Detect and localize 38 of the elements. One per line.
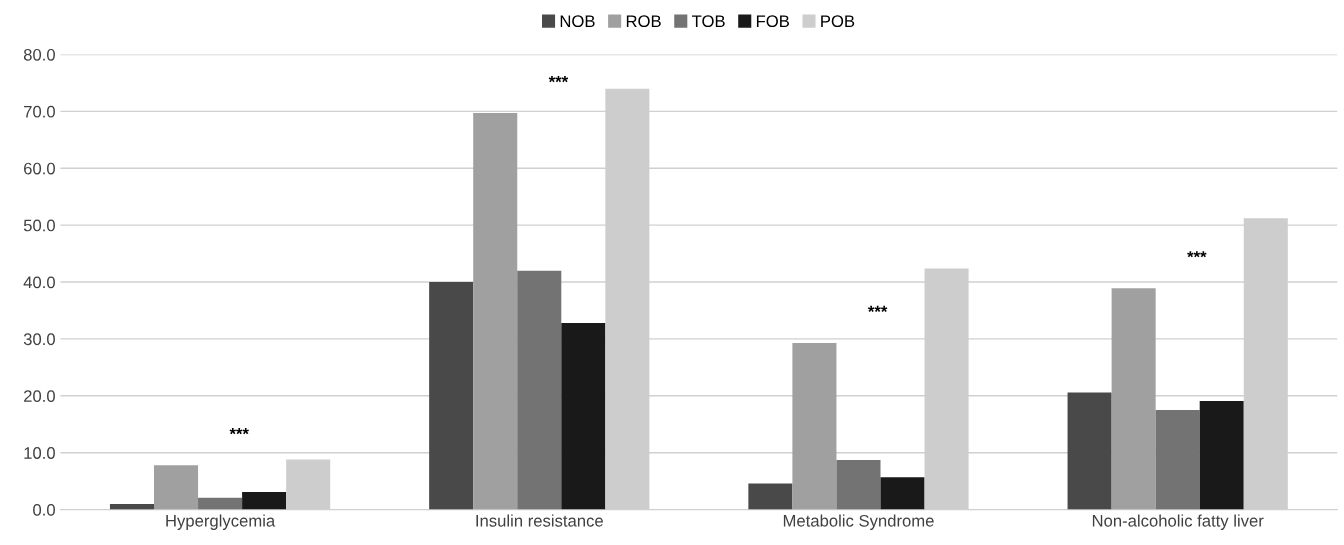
legend-label: POB: [821, 15, 855, 28]
annotation: ***: [229, 428, 249, 435]
annotation: ***: [867, 305, 888, 312]
y-tick-label: 60.0: [24, 162, 55, 175]
y-tick-label: 10.0: [24, 447, 55, 459]
annotation: ***: [1187, 251, 1207, 258]
bar: [836, 460, 881, 510]
legend-label: ROB: [626, 15, 661, 28]
legend-label: FOB: [756, 15, 789, 28]
bar: [1155, 410, 1200, 510]
y-tick-label: 70.0: [24, 105, 55, 118]
x-tick-label: Metabolic Syndrome: [783, 514, 934, 530]
bar: [792, 342, 837, 510]
bar: [473, 113, 518, 510]
y-tick-label: 20.0: [24, 390, 55, 403]
x-tick-label: Non-alcoholic fatty liver: [1092, 514, 1264, 530]
bar: [429, 282, 474, 510]
bar: [1067, 392, 1112, 510]
bar: [1111, 288, 1156, 510]
y-tick-label: 80.0: [23, 48, 55, 61]
y-tick-label: 50.0: [23, 219, 55, 232]
bar: [198, 497, 243, 510]
x-tick-label: Insulin resistance: [476, 514, 603, 527]
legend-label: TOB: [691, 15, 725, 28]
bar: [880, 477, 925, 510]
bar: [561, 322, 606, 510]
bar: [517, 270, 562, 510]
bar: [1199, 400, 1244, 510]
legend-label: NOB: [560, 15, 595, 28]
y-tick-label: 0.0: [33, 503, 55, 516]
bar: [286, 459, 331, 510]
bar: [242, 491, 287, 510]
bar: [154, 465, 199, 510]
bar: [748, 483, 793, 510]
x-tick-label: Hyperglycemia: [166, 514, 276, 530]
y-tick-label: 30.0: [23, 333, 55, 346]
annotation: ***: [548, 75, 569, 83]
y-tick-label: 40.0: [23, 276, 55, 289]
